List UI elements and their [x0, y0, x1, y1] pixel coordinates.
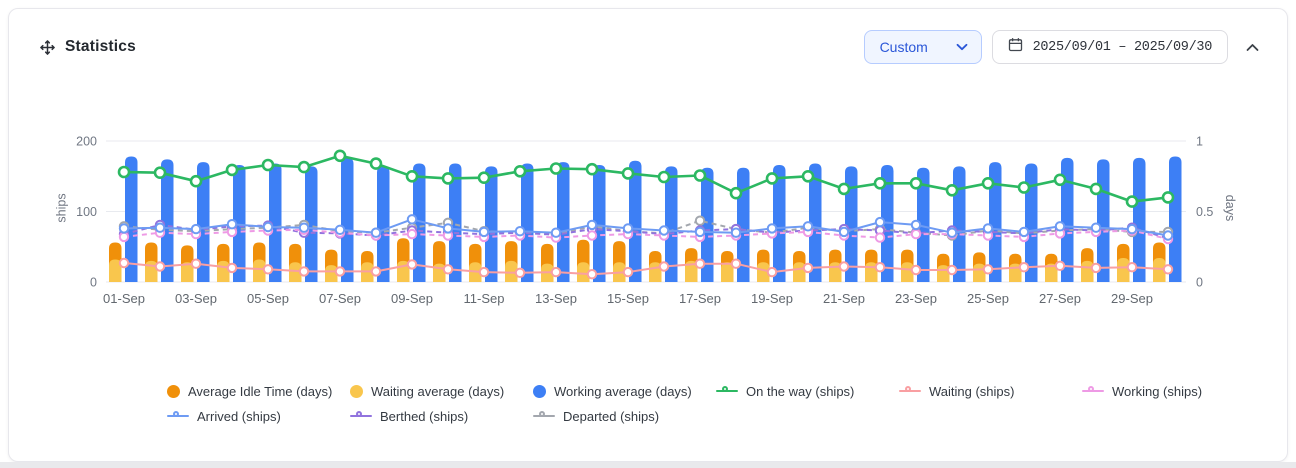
- line-waiting-ships: [118, 257, 1174, 280]
- legend-item-working-ships[interactable]: Working (ships): [1082, 381, 1265, 401]
- svg-text:15-Sep: 15-Sep: [607, 291, 649, 306]
- chevron-down-icon: [956, 38, 968, 56]
- panel-header: Statistics Custom 2025/09/01 – 2025/09/3…: [39, 27, 1265, 67]
- svg-text:0: 0: [90, 276, 97, 290]
- legend-line-marker: [533, 410, 555, 423]
- bars-waiting-average-days: [109, 258, 1166, 282]
- legend-line-marker: [899, 385, 921, 398]
- legend-item-average-idle-time-days[interactable]: Average Idle Time (days): [167, 381, 350, 401]
- legend-item-arrived-ships[interactable]: Arrived (ships): [167, 406, 350, 426]
- svg-text:200: 200: [76, 135, 97, 149]
- legend-label: Arrived (ships): [197, 408, 281, 424]
- legend-item-on-the-way-ships[interactable]: On the way (ships): [716, 381, 899, 401]
- svg-text:11-Sep: 11-Sep: [464, 291, 505, 306]
- legend-label: Working (ships): [1112, 383, 1203, 399]
- legend-label: Waiting (ships): [929, 383, 1015, 399]
- svg-text:0.5: 0.5: [1196, 205, 1213, 219]
- svg-text:1: 1: [1196, 135, 1203, 149]
- page-background-strip: [0, 462, 1296, 468]
- range-preset-value: Custom: [879, 39, 928, 55]
- chart-legend: Average Idle Time (days) Waiting average …: [167, 381, 1287, 426]
- legend-label: Berthed (ships): [380, 408, 469, 424]
- panel-title: Statistics: [65, 38, 136, 55]
- left-axis-title: ships: [54, 193, 69, 223]
- svg-text:03-Sep: 03-Sep: [175, 291, 217, 306]
- legend-line-marker: [1082, 385, 1104, 398]
- legend-item-berthed-ships[interactable]: Berthed (ships): [350, 406, 533, 426]
- line-on-the-way-ships: [117, 149, 1175, 208]
- date-range-value: 2025/09/01 – 2025/09/30: [1032, 39, 1213, 55]
- statistics-chart: ships days 0 100 200 0 0.5 1 01-Sep 03-Sep 05-Se…: [9, 67, 1287, 367]
- svg-text:09-Sep: 09-Sep: [391, 291, 433, 306]
- legend-item-waiting-average-days[interactable]: Waiting average (days): [350, 381, 533, 401]
- legend-dot-marker: [533, 384, 546, 398]
- range-preset-select[interactable]: Custom: [863, 30, 982, 64]
- chart-canvas: 0 100 200 0 0.5 1 01-Sep 03-Sep 05-Sep 07-Sep 09-S…: [76, 135, 1213, 307]
- legend-item-departed-ships[interactable]: Departed (ships): [533, 406, 716, 426]
- svg-text:19-Sep: 19-Sep: [751, 291, 793, 306]
- svg-text:27-Sep: 27-Sep: [1039, 291, 1081, 306]
- svg-text:05-Sep: 05-Sep: [247, 291, 289, 306]
- legend-label: Average Idle Time (days): [188, 383, 333, 399]
- legend-line-marker: [716, 385, 738, 398]
- svg-text:29-Sep: 29-Sep: [1111, 291, 1153, 306]
- right-axis-title: days: [1222, 194, 1237, 222]
- svg-text:13-Sep: 13-Sep: [535, 291, 577, 306]
- svg-text:23-Sep: 23-Sep: [895, 291, 937, 306]
- legend-item-working-average-days[interactable]: Working average (days): [533, 381, 716, 401]
- legend-dot-marker: [167, 384, 180, 398]
- legend-label: Departed (ships): [563, 408, 660, 424]
- legend-line-marker: [167, 410, 189, 423]
- svg-text:25-Sep: 25-Sep: [967, 291, 1009, 306]
- line-arrived-ships: [118, 214, 1174, 241]
- svg-text:01-Sep: 01-Sep: [103, 291, 145, 306]
- legend-line-marker: [350, 410, 372, 423]
- legend-label: Working average (days): [554, 383, 692, 399]
- date-range-picker[interactable]: 2025/09/01 – 2025/09/30: [991, 30, 1228, 64]
- svg-text:07-Sep: 07-Sep: [319, 291, 361, 306]
- legend-item-waiting-ships[interactable]: Waiting (ships): [899, 381, 1082, 401]
- collapse-panel-button[interactable]: [1240, 39, 1265, 56]
- legend-label: Waiting average (days): [371, 383, 505, 399]
- grid-lines: 0 100 200 0 0.5 1 01-Sep 03-Sep 05-Sep 07-Sep 09-S…: [76, 135, 1213, 307]
- legend-label: On the way (ships): [746, 383, 855, 399]
- legend-dot-marker: [350, 384, 363, 398]
- svg-text:100: 100: [76, 205, 97, 219]
- move-icon[interactable]: [39, 39, 56, 56]
- calendar-icon: [1008, 37, 1023, 57]
- svg-text:0: 0: [1196, 276, 1203, 290]
- svg-text:21-Sep: 21-Sep: [823, 291, 865, 306]
- svg-text:17-Sep: 17-Sep: [679, 291, 721, 306]
- statistics-panel: Statistics Custom 2025/09/01 – 2025/09/3…: [8, 8, 1288, 462]
- header-controls: Custom 2025/09/01 – 2025/09/30: [863, 30, 1265, 64]
